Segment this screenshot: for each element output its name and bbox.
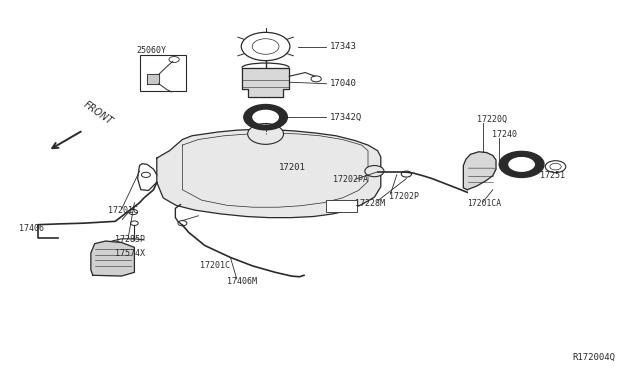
Text: 17202P: 17202P (389, 192, 419, 201)
Text: 17406: 17406 (19, 224, 44, 233)
Text: 17574X: 17574X (115, 249, 145, 258)
Polygon shape (157, 129, 381, 218)
Polygon shape (463, 152, 496, 190)
Text: 17201C: 17201C (108, 206, 138, 215)
Text: 17285P: 17285P (115, 235, 145, 244)
FancyBboxPatch shape (140, 55, 186, 91)
Text: 17251: 17251 (540, 171, 564, 180)
Text: 17201CA: 17201CA (467, 199, 501, 208)
Text: 17343: 17343 (330, 42, 356, 51)
Polygon shape (147, 74, 159, 84)
Circle shape (365, 166, 384, 177)
Text: 17406M: 17406M (227, 277, 257, 286)
Text: 17240: 17240 (492, 130, 516, 139)
FancyBboxPatch shape (326, 200, 357, 212)
Text: FRONT: FRONT (82, 99, 115, 126)
Text: 17201C: 17201C (200, 262, 230, 270)
Text: 17342Q: 17342Q (330, 113, 362, 122)
Polygon shape (242, 68, 289, 97)
Text: 17220Q: 17220Q (477, 115, 507, 124)
Polygon shape (91, 241, 134, 276)
Text: 25060Y: 25060Y (136, 46, 166, 55)
Text: 17228M: 17228M (355, 199, 385, 208)
Text: 17201: 17201 (278, 163, 305, 172)
Text: R172004Q: R172004Q (573, 353, 616, 362)
Text: 17040: 17040 (330, 79, 356, 88)
Text: 17202PA: 17202PA (333, 175, 368, 184)
Circle shape (248, 124, 284, 144)
